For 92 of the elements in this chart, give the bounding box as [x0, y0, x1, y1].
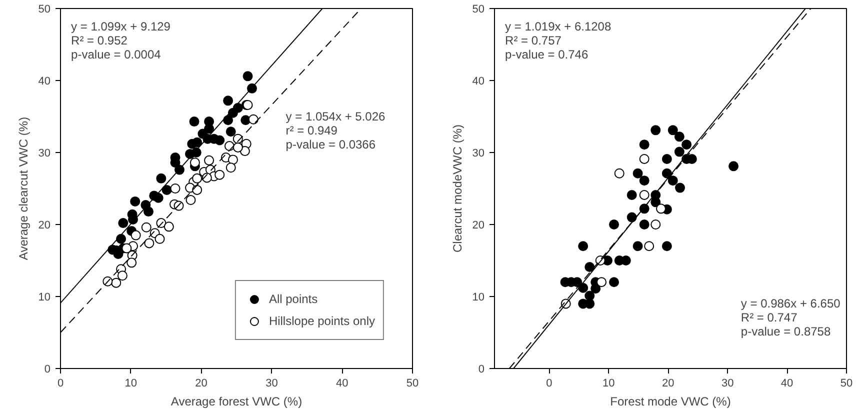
x-tick-label: 50: [840, 378, 853, 390]
point: [668, 125, 678, 136]
point: [164, 222, 174, 232]
point: [609, 220, 620, 230]
point: [117, 270, 128, 281]
y-tick-label: 10: [472, 292, 485, 304]
point: [662, 241, 672, 252]
point: [662, 154, 672, 164]
x-tick-label: 40: [780, 378, 794, 390]
annotation: y = 0.986x + 6.650 R² = 0.747 p-value = 0.8758: [740, 296, 841, 338]
x-tick-label: 0: [546, 378, 552, 390]
y-tick-label: 10: [38, 292, 51, 304]
point: [192, 184, 202, 195]
point: [668, 176, 678, 186]
point: [228, 154, 238, 165]
legend-label: All points: [268, 292, 318, 306]
point: [154, 234, 165, 244]
y-tick-label: 50: [472, 4, 485, 16]
point: [632, 168, 643, 178]
x-tick-label: 50: [406, 378, 419, 390]
point: [214, 135, 225, 146]
point: [144, 206, 154, 217]
point: [144, 238, 154, 248]
point: [122, 243, 132, 254]
point: [192, 137, 202, 148]
point: [190, 158, 200, 168]
point: [126, 258, 137, 268]
point: [650, 125, 661, 136]
x-tick-label: 30: [721, 378, 734, 390]
legend-label: Hillslope points only: [268, 314, 375, 328]
annotation: y = 1.019x + 6.1208 R² = 0.757 p-value = 0.746: [505, 19, 612, 62]
point: [156, 173, 166, 184]
y-tick-label: 50: [38, 4, 51, 16]
point: [674, 146, 684, 157]
y-tick-label: 40: [38, 76, 51, 88]
point: [728, 161, 739, 172]
point: [650, 220, 661, 230]
point: [578, 241, 588, 252]
point: [192, 173, 202, 184]
x-axis-title: Forest mode VWC (%): [610, 394, 731, 408]
y-tick-label: 20: [472, 220, 485, 232]
point: [656, 204, 666, 214]
point: [153, 192, 164, 203]
point: [226, 162, 236, 173]
point: [189, 116, 200, 127]
point: [584, 298, 595, 309]
point: [639, 154, 650, 164]
point: [130, 196, 140, 206]
point: [242, 71, 253, 82]
point: [590, 284, 601, 294]
point: [675, 182, 686, 193]
y-tick-label: 20: [38, 220, 51, 232]
x-tick-label: 0: [57, 378, 64, 390]
point: [214, 170, 225, 180]
x-tick-label: 40: [336, 378, 348, 390]
point: [626, 190, 637, 200]
point: [639, 176, 650, 186]
y-tick-label: 0: [478, 364, 485, 376]
point: [644, 241, 654, 252]
point: [639, 140, 650, 150]
point: [682, 140, 692, 150]
point: [186, 195, 196, 206]
point: [632, 241, 643, 252]
x-tick-label: 30: [266, 378, 278, 390]
point: [118, 218, 128, 228]
point: [614, 168, 624, 178]
x-tick-label: 20: [662, 378, 674, 390]
y-axis-title: Average clearcut VWC (%): [16, 116, 30, 260]
point: [650, 197, 661, 208]
y-axis-title: Clearcut modeVWC (%): [450, 124, 464, 253]
x-tick-label: 10: [124, 378, 138, 390]
point: [141, 222, 152, 232]
point: [584, 262, 595, 272]
x-tick-label: 10: [602, 378, 615, 390]
annotation: y = 1.099x + 9.129 R² = 0.952 p-value = 0.0004: [71, 19, 171, 62]
point: [223, 115, 234, 126]
y-tick-label: 30: [38, 148, 51, 160]
point: [130, 230, 141, 240]
annotation: y = 1.054x + 5.026 r² = 0.949 p-value = 0.0366: [286, 109, 386, 152]
x-axis-title: Average forest VWC (%): [170, 394, 302, 408]
point: [223, 96, 234, 106]
x-tick-label: 20: [195, 378, 208, 390]
point: [639, 190, 650, 200]
point: [609, 277, 620, 288]
point: [674, 132, 684, 142]
point: [596, 277, 607, 288]
point: [204, 155, 214, 166]
y-tick-label: 40: [472, 76, 485, 88]
y-tick-label: 0: [44, 364, 51, 376]
y-tick-label: 30: [472, 148, 485, 160]
point: [639, 220, 650, 230]
point: [226, 126, 236, 137]
